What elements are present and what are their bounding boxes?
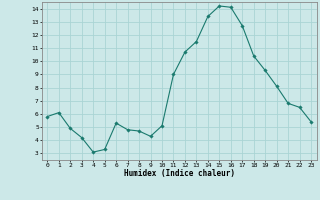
- X-axis label: Humidex (Indice chaleur): Humidex (Indice chaleur): [124, 169, 235, 178]
